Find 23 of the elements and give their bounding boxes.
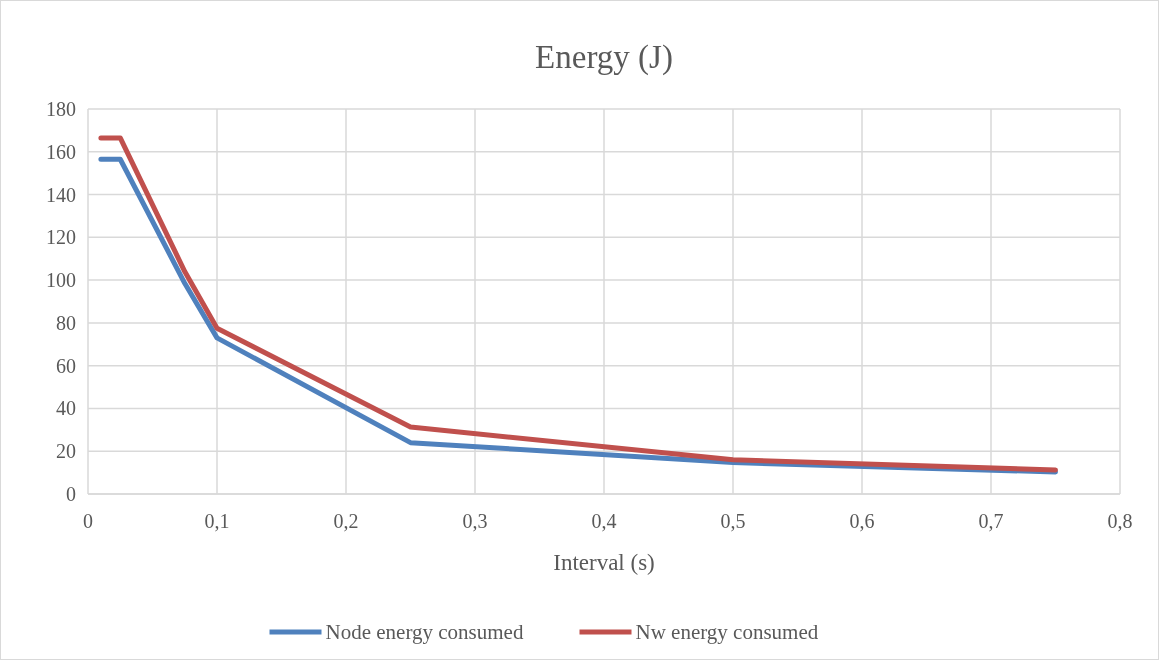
x-tick-label: 0,7 (978, 510, 1004, 532)
x-tick-label: 0,3 (462, 510, 488, 532)
x-tick-label: 0,4 (591, 510, 617, 532)
x-tick-label: 0,8 (1107, 510, 1133, 532)
x-axis-title: Interval (s) (553, 550, 655, 575)
y-tick-label: 140 (46, 183, 76, 206)
y-tick-label: 80 (56, 311, 76, 334)
chart-title: Energy (J) (535, 39, 673, 76)
legend-label: Nw energy consumed (635, 620, 819, 645)
x-tick-label: 0,6 (849, 510, 875, 532)
y-tick-label: 100 (46, 269, 76, 292)
y-tick-label: 20 (56, 440, 76, 463)
y-tick-label: 60 (56, 354, 76, 377)
x-tick-label: 0,5 (720, 510, 746, 532)
y-tick-label: 40 (56, 397, 76, 420)
y-tick-label: 160 (46, 140, 76, 163)
legend-label: Node energy consumed (325, 620, 524, 645)
x-tick-label: 0,1 (204, 510, 230, 532)
x-tick-label: 0 (83, 510, 93, 532)
y-tick-label: 180 (46, 98, 76, 120)
x-tick-label: 0,2 (333, 510, 359, 532)
y-tick-label: 0 (66, 483, 76, 505)
y-tick-label: 120 (46, 226, 76, 249)
